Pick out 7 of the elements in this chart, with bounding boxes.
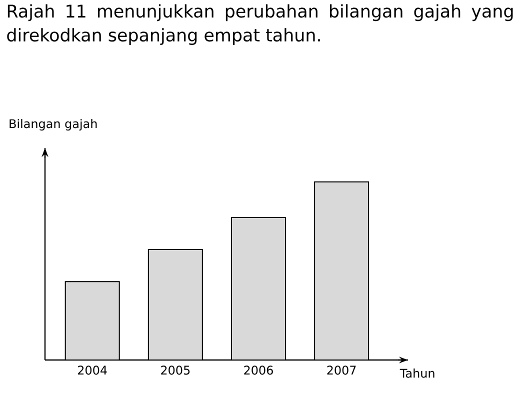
x-axis-title: Tahun: [400, 368, 434, 378]
x-tick-label: 2006: [244, 366, 273, 375]
x-tick-label: 2004: [78, 366, 107, 375]
x-tick-label: 2005: [161, 366, 190, 375]
x-tick-label: 2007: [327, 366, 356, 375]
y-axis-title: Bilangan gajah: [10, 118, 97, 131]
chart-title: Rajah 11 menunjukkan perubahan bilangan gajah yang direkodkan sepanjang empat tahun.: [7, 4, 513, 45]
